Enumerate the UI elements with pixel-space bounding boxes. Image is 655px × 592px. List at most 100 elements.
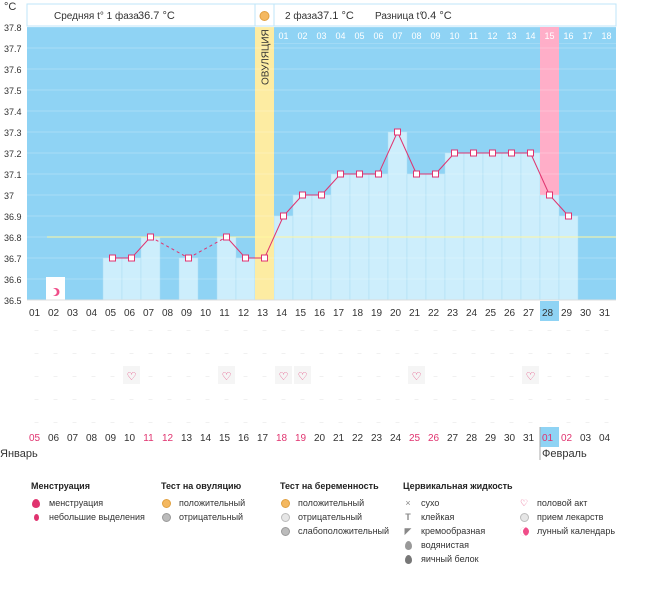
diff-label: Разница t° (375, 11, 423, 22)
band-line (331, 43, 350, 44)
date-label: 19 (371, 308, 383, 319)
row-dot (566, 422, 571, 423)
date-label-2: 28 (466, 433, 478, 444)
date-label: 07 (143, 308, 155, 319)
row-dot (585, 422, 590, 423)
date-label-2: 16 (238, 433, 250, 444)
cycle-day-label: 13 (506, 31, 516, 41)
sun-icon (259, 11, 270, 21)
date-label-2: 06 (48, 433, 60, 444)
date-label: 03 (67, 308, 79, 319)
month-right: Февраль (542, 448, 587, 460)
row-dot (376, 422, 381, 423)
row-dot (414, 422, 419, 423)
date-label: 13 (257, 308, 269, 319)
cycle-day-label: 10 (449, 31, 459, 41)
row-dot (357, 376, 362, 377)
row-dot (471, 330, 476, 331)
band-line (521, 43, 540, 44)
cycle-day-label: 09 (430, 31, 440, 41)
row-dot (300, 353, 305, 354)
legend-title: Тест на беременность (280, 481, 379, 491)
date-label: 06 (124, 308, 136, 319)
row-dot (338, 399, 343, 400)
legend-item: яичный белок (421, 554, 479, 564)
row-dot (53, 353, 58, 354)
row-dot (319, 353, 324, 354)
heart-cell (408, 366, 425, 384)
row-dot (338, 353, 343, 354)
ovulation-positive-icon (161, 498, 171, 508)
date-label-2: 18 (276, 433, 288, 444)
row-dot (509, 399, 514, 400)
date-label-2: 09 (105, 433, 117, 444)
header-bar (26, 3, 617, 27)
legend-item: положительный (298, 498, 365, 508)
row-dot (376, 376, 381, 377)
row-dot (129, 353, 134, 354)
band-line (483, 43, 502, 44)
temp-segment-missing (188, 236, 227, 259)
band-line (388, 43, 407, 44)
date-label: 25 (485, 308, 497, 319)
date-label-2: 01 (542, 433, 554, 444)
y-tick-label: 36.7 (4, 254, 22, 264)
legend-item: отрицательный (298, 512, 363, 522)
row-dot (604, 330, 609, 331)
row-dot (262, 330, 267, 331)
row-dot (547, 353, 552, 354)
row-dot (53, 399, 58, 400)
y-tick-label: 37.7 (4, 44, 22, 54)
row-dot (585, 399, 590, 400)
date-label-2: 13 (181, 433, 193, 444)
row-dot (471, 376, 476, 377)
cycle-day-label: 11 (469, 31, 478, 41)
row-dot (129, 330, 134, 331)
row-dot (604, 353, 609, 354)
row-dot (395, 330, 400, 331)
row-dot (167, 330, 172, 331)
band-line (369, 43, 388, 44)
temp-bar (520, 152, 541, 301)
y-tick-label: 37.3 (4, 128, 22, 138)
row-dot (34, 376, 39, 377)
heart-icon: ♡ (412, 371, 422, 383)
row-dot (167, 422, 172, 423)
row-dot (148, 399, 153, 400)
row-dot (91, 422, 96, 423)
heart-icon: ♡ (222, 371, 232, 383)
row-dot (433, 330, 438, 331)
selected-date-bg (540, 301, 559, 321)
row-dot (167, 376, 172, 377)
row-dot (433, 399, 438, 400)
date-label-2: 08 (86, 433, 98, 444)
row-dot (566, 399, 571, 400)
phase2-value: 37.1 °C (317, 10, 354, 22)
pregnancy-weak-icon (280, 526, 290, 536)
legend-item: кремообразная (421, 526, 486, 536)
date-label-2: 31 (523, 433, 535, 444)
date-label-2: 07 (67, 433, 79, 444)
row-dot (186, 422, 191, 423)
date-label-2: 04 (599, 433, 611, 444)
temp-point (356, 170, 363, 178)
row-dot (490, 422, 495, 423)
date-label: 01 (29, 308, 41, 319)
legend-pregnancy-test: Тест на беременность положительный отриц… (280, 481, 389, 538)
heart-cell (218, 366, 235, 384)
row-dot (281, 330, 286, 331)
ovulation-column (255, 27, 274, 300)
pregnancy-negative-icon (280, 512, 290, 522)
row-dot (471, 399, 476, 400)
date-label: 04 (86, 308, 98, 319)
temp-bar (539, 194, 560, 301)
row-dot (224, 353, 229, 354)
selected-date-bg (540, 427, 559, 447)
highlight-column (540, 43, 559, 195)
temp-bar (463, 152, 484, 301)
temp-segment (530, 152, 550, 196)
row-dot (110, 353, 115, 354)
row-dot (452, 422, 457, 423)
y-axis-unit: °C (4, 1, 16, 13)
heart-cell (522, 366, 539, 384)
